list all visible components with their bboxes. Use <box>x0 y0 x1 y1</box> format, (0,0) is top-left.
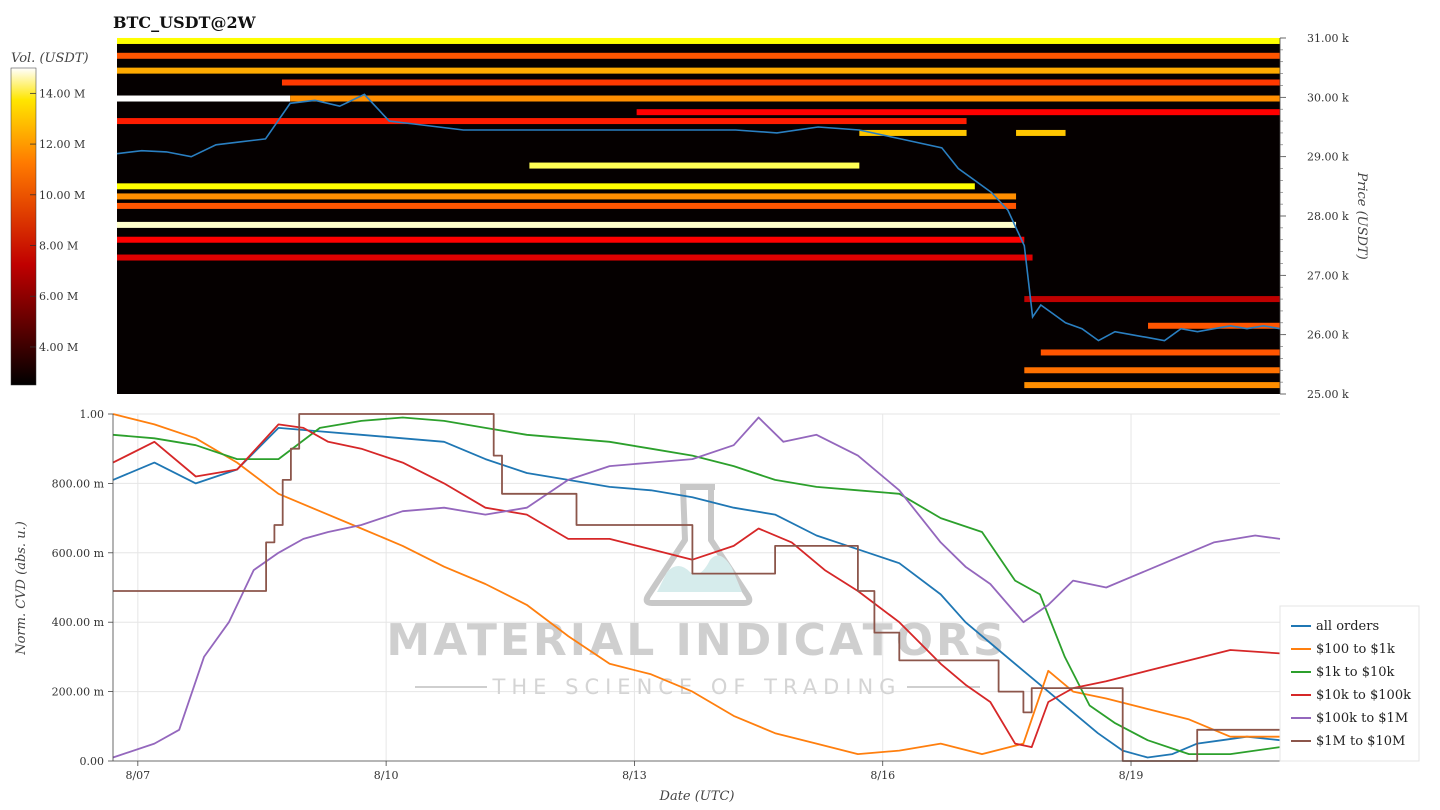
cvd-line-panel: MATERIAL INDICATORS THE SCIENCE OF TRADI… <box>14 408 1420 804</box>
heatmap-band <box>117 52 1280 59</box>
heatmap-band <box>290 95 1280 102</box>
orderbook-heatmap-panel: 25.00 k 26.00 k 27.00 k 28.00 k 29.00 k 30.00… <box>116 32 1369 401</box>
heatmap-band <box>1016 129 1066 136</box>
colorbar-tick-label: 10.00 M <box>39 189 85 202</box>
date-x-axis: 8/07 8/10 8/13 8/16 8/19 <box>113 760 1280 782</box>
y-tick-label: 400.00 m <box>52 616 105 629</box>
y-tick-label: 600.00 m <box>52 547 105 560</box>
colorbar-ticks: 4.00 M 6.00 M 8.00 M 10.00 M 12.00 M 14.00 M <box>30 87 85 354</box>
price-tick-label: 30.00 k <box>1307 91 1349 104</box>
heatmap-band <box>117 193 1017 200</box>
colorbar-tick-label: 6.00 M <box>39 290 78 303</box>
y-tick-label: 800.00 m <box>52 477 105 490</box>
x-tick-label: 8/19 <box>1119 769 1144 782</box>
legend-box <box>1279 605 1420 762</box>
heatmap-band <box>117 67 1280 74</box>
price-tick-label: 28.00 k <box>1307 210 1349 223</box>
heatmap-band <box>117 254 1033 261</box>
heatmap-band <box>529 162 860 169</box>
heatmap-band <box>1148 322 1280 329</box>
colorbar-tick-label: 4.00 M <box>39 341 78 354</box>
x-tick-label: 8/16 <box>870 769 895 782</box>
heatmap-band <box>117 37 1280 44</box>
heatmap-band <box>281 79 1280 86</box>
legend: all orders $100 to $1k $1k to $10k $10k to … <box>1279 605 1420 762</box>
y-tick-label: 1.00 <box>80 408 105 421</box>
heatmap-band <box>636 109 1280 116</box>
watermark-subtitle: THE SCIENCE OF TRADING <box>492 675 902 699</box>
legend-entry: $100k to $1M <box>1316 711 1408 726</box>
price-tick-label: 31.00 k <box>1307 32 1349 45</box>
colorbar-tick-label: 14.00 M <box>39 87 85 100</box>
price-axis-label: Price (USDT) <box>1354 171 1369 259</box>
series-line <box>112 423 1281 748</box>
heatmap-band <box>117 118 967 125</box>
cvd-series-lines <box>112 413 1281 762</box>
heatmap-background <box>117 38 1280 394</box>
legend-entry: $100 to $1k <box>1316 642 1395 657</box>
colorbar-tick-label: 8.00 M <box>39 240 78 253</box>
colorbar: Vol. (USDT) 4.00 M 6.00 M 8.00 M 10.00 M 12.… <box>10 51 89 386</box>
heatmap-band <box>117 236 1025 243</box>
watermark: MATERIAL INDICATORS THE SCIENCE OF TRADI… <box>386 484 1007 699</box>
price-tick-label: 26.00 k <box>1307 329 1349 342</box>
y-axis-label: Norm. CVD (abs. u.) <box>14 521 29 656</box>
heatmap-band <box>117 221 1017 228</box>
heatmap-band <box>1024 296 1280 303</box>
x-tick-label: 8/13 <box>622 769 647 782</box>
y-tick-label: 0.00 <box>80 755 105 768</box>
legend-entry: $1M to $10M <box>1316 734 1405 749</box>
heatmap-band <box>859 129 967 136</box>
legend-entry: all orders <box>1316 619 1379 634</box>
price-tick-label: 27.00 k <box>1307 269 1349 282</box>
series-line <box>112 413 1280 755</box>
x-tick-label: 8/07 <box>125 769 150 782</box>
price-tick-label: 29.00 k <box>1307 151 1349 164</box>
heatmap-band <box>1024 367 1280 374</box>
heatmap-band <box>1040 349 1280 356</box>
chart-title: BTC_USDT@2W <box>113 13 257 32</box>
series-line <box>112 416 1281 755</box>
series-line <box>112 427 1281 759</box>
price-tick-label: 25.00 k <box>1307 388 1349 401</box>
heatmap-band <box>117 95 291 102</box>
price-line <box>116 93 1281 342</box>
heatmap-band <box>117 202 1017 209</box>
colorbar-label: Vol. (USDT) <box>11 51 89 66</box>
legend-entry: $10k to $100k <box>1316 688 1411 703</box>
series-line <box>112 416 1281 759</box>
heatmap-band <box>1024 382 1280 389</box>
heatmap-band <box>117 183 975 190</box>
x-axis-label: Date (UTC) <box>659 789 735 804</box>
x-tick-label: 8/10 <box>374 769 399 782</box>
price-axis: 25.00 k 26.00 k 27.00 k 28.00 k 29.00 k 30.00… <box>1279 32 1349 401</box>
heatmap-bands <box>117 37 1280 389</box>
y-tick-label: 200.00 m <box>52 686 105 699</box>
cvd-y-axis: 0.00 200.00 m 400.00 m 600.00 m 800.00 m 1.00 <box>52 408 114 768</box>
colorbar-gradient <box>10 67 37 386</box>
series-line <box>113 413 1280 762</box>
colorbar-tick-label: 12.00 M <box>39 138 85 151</box>
legend-entry: $1k to $10k <box>1316 665 1395 680</box>
watermark-title: MATERIAL INDICATORS <box>386 615 1007 666</box>
